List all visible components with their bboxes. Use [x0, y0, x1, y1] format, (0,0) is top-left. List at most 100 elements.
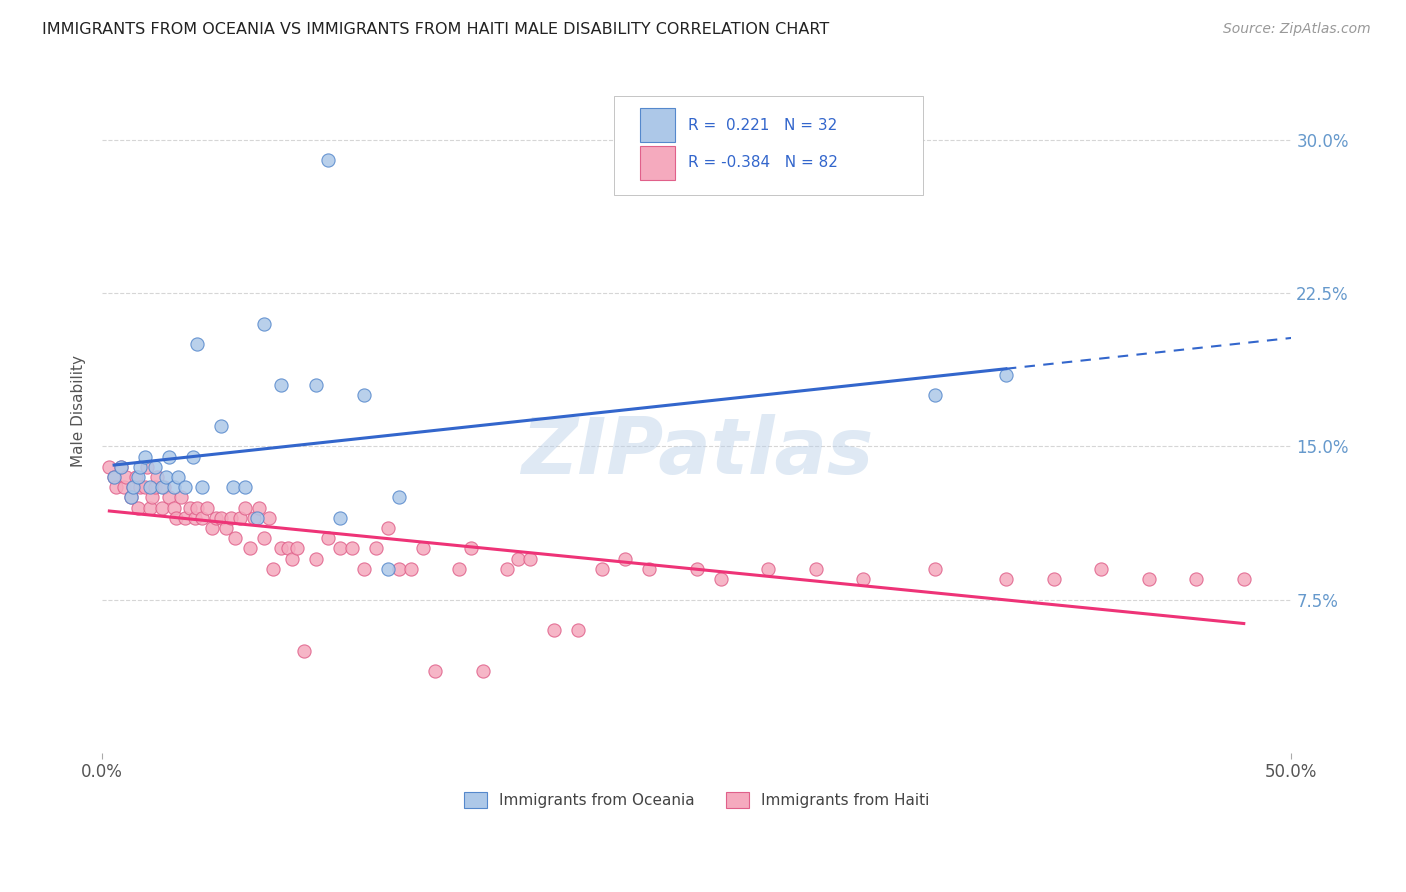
- Point: [162, 500, 184, 515]
- Point: [127, 470, 149, 484]
- Point: [364, 541, 387, 556]
- Point: [329, 541, 352, 556]
- Point: [170, 491, 193, 505]
- Point: [305, 378, 328, 392]
- Point: [508, 551, 530, 566]
- Point: [285, 541, 308, 556]
- Point: [174, 480, 197, 494]
- Point: [222, 480, 245, 494]
- Point: [122, 480, 145, 494]
- Point: [122, 480, 145, 494]
- Point: [141, 491, 163, 505]
- Point: [129, 480, 152, 494]
- Point: [191, 480, 214, 494]
- Point: [377, 562, 399, 576]
- Point: [316, 153, 339, 168]
- Point: [167, 470, 190, 484]
- Legend: Immigrants from Oceania, Immigrants from Haiti: Immigrants from Oceania, Immigrants from…: [458, 786, 935, 814]
- Point: [305, 551, 328, 566]
- Point: [143, 480, 166, 494]
- Point: [994, 572, 1017, 586]
- Point: [340, 541, 363, 556]
- Point: [471, 664, 494, 678]
- Text: ZIPatlas: ZIPatlas: [520, 414, 873, 490]
- Point: [153, 480, 176, 494]
- Point: [181, 450, 204, 464]
- Point: [233, 500, 256, 515]
- Text: IMMIGRANTS FROM OCEANIA VS IMMIGRANTS FROM HAITI MALE DISABILITY CORRELATION CHA: IMMIGRANTS FROM OCEANIA VS IMMIGRANTS FR…: [42, 22, 830, 37]
- Point: [401, 562, 423, 576]
- Point: [709, 572, 731, 586]
- Point: [495, 562, 517, 576]
- Point: [1090, 562, 1112, 576]
- Point: [215, 521, 238, 535]
- Point: [257, 511, 280, 525]
- Point: [270, 541, 292, 556]
- Text: R =  0.221   N = 32: R = 0.221 N = 32: [689, 118, 838, 133]
- Point: [143, 459, 166, 474]
- Point: [201, 521, 224, 535]
- Point: [412, 541, 434, 556]
- Point: [105, 480, 128, 494]
- Point: [614, 551, 637, 566]
- Point: [184, 511, 207, 525]
- Point: [519, 551, 541, 566]
- Point: [115, 470, 138, 484]
- Point: [447, 562, 470, 576]
- Point: [165, 511, 187, 525]
- Point: [281, 551, 304, 566]
- Point: [127, 500, 149, 515]
- Point: [98, 459, 121, 474]
- Point: [124, 470, 146, 484]
- Point: [852, 572, 875, 586]
- Y-axis label: Male Disability: Male Disability: [72, 355, 86, 467]
- Point: [146, 470, 169, 484]
- Point: [316, 531, 339, 545]
- Point: [191, 511, 214, 525]
- Point: [924, 562, 946, 576]
- Point: [112, 480, 135, 494]
- Point: [233, 480, 256, 494]
- Point: [186, 500, 208, 515]
- Point: [388, 562, 411, 576]
- Point: [150, 480, 173, 494]
- Point: [1137, 572, 1160, 586]
- Point: [329, 511, 352, 525]
- Point: [270, 378, 292, 392]
- Point: [924, 388, 946, 402]
- Point: [591, 562, 613, 576]
- Point: [103, 470, 125, 484]
- Point: [425, 664, 447, 678]
- Point: [134, 450, 156, 464]
- Point: [353, 388, 375, 402]
- Point: [179, 500, 201, 515]
- Point: [994, 368, 1017, 382]
- Point: [804, 562, 827, 576]
- Point: [246, 511, 269, 525]
- Point: [155, 470, 177, 484]
- Point: [543, 623, 565, 637]
- Point: [353, 562, 375, 576]
- Point: [157, 491, 180, 505]
- Point: [638, 562, 661, 576]
- Point: [209, 419, 232, 434]
- Point: [686, 562, 709, 576]
- Point: [229, 511, 252, 525]
- Point: [224, 531, 246, 545]
- Point: [567, 623, 589, 637]
- Point: [110, 459, 132, 474]
- Point: [247, 500, 270, 515]
- Point: [377, 521, 399, 535]
- Text: Source: ZipAtlas.com: Source: ZipAtlas.com: [1223, 22, 1371, 37]
- Point: [262, 562, 284, 576]
- Point: [219, 511, 242, 525]
- Text: R = -0.384   N = 82: R = -0.384 N = 82: [689, 155, 838, 170]
- Point: [120, 491, 142, 505]
- Point: [186, 337, 208, 351]
- Point: [253, 317, 276, 331]
- Point: [243, 511, 266, 525]
- Point: [460, 541, 482, 556]
- Point: [1233, 572, 1256, 586]
- Point: [1185, 572, 1208, 586]
- Point: [174, 511, 197, 525]
